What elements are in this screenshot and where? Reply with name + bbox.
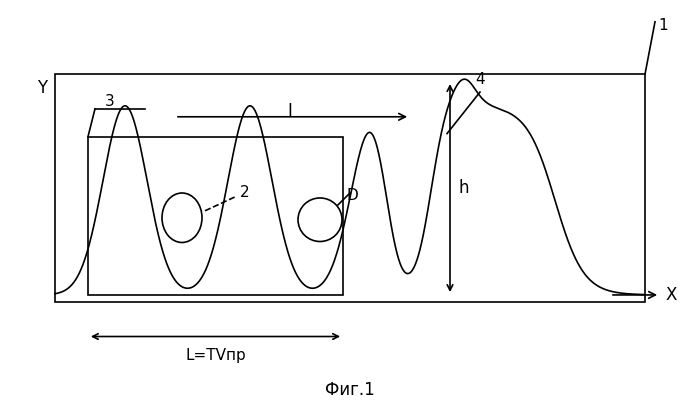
Text: D: D bbox=[347, 188, 359, 203]
Text: I: I bbox=[287, 102, 292, 120]
Text: Фиг.1: Фиг.1 bbox=[325, 381, 375, 399]
Bar bbox=[88, 137, 343, 295]
Text: 3: 3 bbox=[105, 94, 115, 109]
Bar bbox=[55, 74, 645, 302]
Text: X: X bbox=[665, 286, 677, 304]
Ellipse shape bbox=[298, 198, 342, 241]
Text: 4: 4 bbox=[475, 72, 484, 87]
Text: L=TVпр: L=TVпр bbox=[185, 348, 246, 364]
Ellipse shape bbox=[162, 193, 202, 243]
Text: 1: 1 bbox=[658, 18, 668, 33]
Text: Y: Y bbox=[37, 79, 47, 97]
Text: h: h bbox=[458, 179, 468, 197]
Text: 2: 2 bbox=[240, 185, 250, 201]
